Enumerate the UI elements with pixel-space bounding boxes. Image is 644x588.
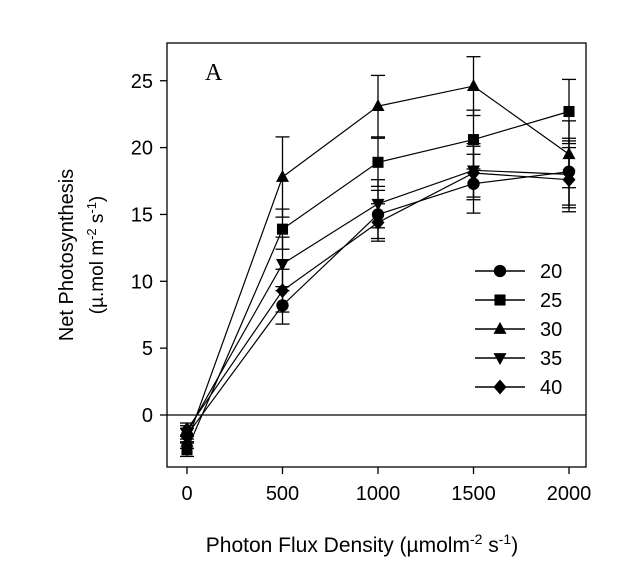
x-axis: 0 500 1000 1500 2000 (181, 467, 591, 505)
legend-marker-35 (493, 353, 507, 366)
legend-marker-30 (493, 321, 507, 334)
panel-label: A (205, 60, 223, 86)
legend-label: 35 (540, 348, 562, 370)
x-axis-title-unit: µmolm (407, 534, 470, 557)
y-tick-label: 25 (131, 71, 153, 93)
legend-label: 40 (540, 377, 562, 399)
data-point-40 (180, 422, 194, 438)
series-40 (180, 145, 576, 438)
data-point-25 (563, 105, 575, 118)
plot-frame (166, 42, 587, 468)
data-point-40 (276, 283, 289, 299)
x-tick-label: 1500 (451, 483, 496, 505)
y-tick-label: 5 (142, 338, 153, 360)
y-tick-label: 10 (131, 271, 153, 293)
y-tick-label: 0 (142, 405, 153, 427)
legend-marker-40 (493, 379, 507, 395)
y-axis: 0 5 10 15 20 25 (131, 71, 167, 427)
y-axis-title-line2: (µ.mol m-2 s-1) (84, 196, 108, 315)
legend-label: 30 (540, 319, 562, 341)
legend-entry-25: 25 (475, 290, 562, 312)
x-tick-label: 0 (181, 483, 192, 505)
legend-label: 25 (540, 290, 562, 312)
data-point-30 (276, 169, 289, 182)
legend-entry-20: 20 (475, 261, 562, 283)
data-point-25 (467, 134, 480, 146)
y-axis-unit-sup2: -1 (84, 202, 99, 214)
x-axis-title-end: ) (511, 534, 518, 557)
x-tick-label: 2000 (547, 483, 592, 505)
y-axis-unit-end: ) (87, 196, 108, 202)
data-point-40 (467, 165, 480, 181)
x-axis-title-main: Photon Flux Density ( (206, 534, 407, 557)
x-axis-title-mid: s (482, 534, 498, 557)
series-30 (180, 56, 576, 450)
x-tick-label: 1000 (356, 483, 401, 505)
data-point-40 (371, 214, 385, 230)
x-axis-title-sup1: -2 (470, 531, 483, 547)
data-point-25 (372, 156, 384, 168)
legend: 20 25 30 35 40 (475, 261, 562, 399)
series-35 (180, 140, 576, 440)
data-point-35 (276, 259, 289, 272)
legend-entry-35: 35 (475, 348, 562, 370)
data-point-30 (467, 78, 480, 91)
data-point-25 (276, 223, 289, 235)
x-axis-title: Photon Flux Density (µmolm-2 s-1) (206, 531, 518, 557)
data-point-40 (562, 172, 576, 188)
legend-marker-25 (494, 294, 506, 306)
legend-marker-20 (493, 264, 507, 278)
data-point-25 (181, 444, 193, 456)
legend-label: 20 (540, 261, 562, 283)
data-point-30 (371, 99, 385, 112)
y-axis-title-line1: Net Photosynthesis (56, 169, 78, 341)
x-axis-title-sup2: -1 (499, 531, 512, 547)
legend-entry-30: 30 (475, 319, 562, 341)
y-tick-label: 15 (131, 204, 153, 226)
y-axis-unit-mid: s (87, 214, 108, 229)
y-axis-unit-pre: (µ.mol m (87, 240, 108, 314)
y-axis-unit-sup1: -2 (84, 228, 99, 240)
data-series (180, 56, 576, 458)
data-point-30 (180, 434, 194, 447)
y-tick-label: 20 (131, 138, 153, 160)
x-tick-label: 500 (266, 483, 299, 505)
legend-entry-40: 40 (475, 377, 562, 399)
